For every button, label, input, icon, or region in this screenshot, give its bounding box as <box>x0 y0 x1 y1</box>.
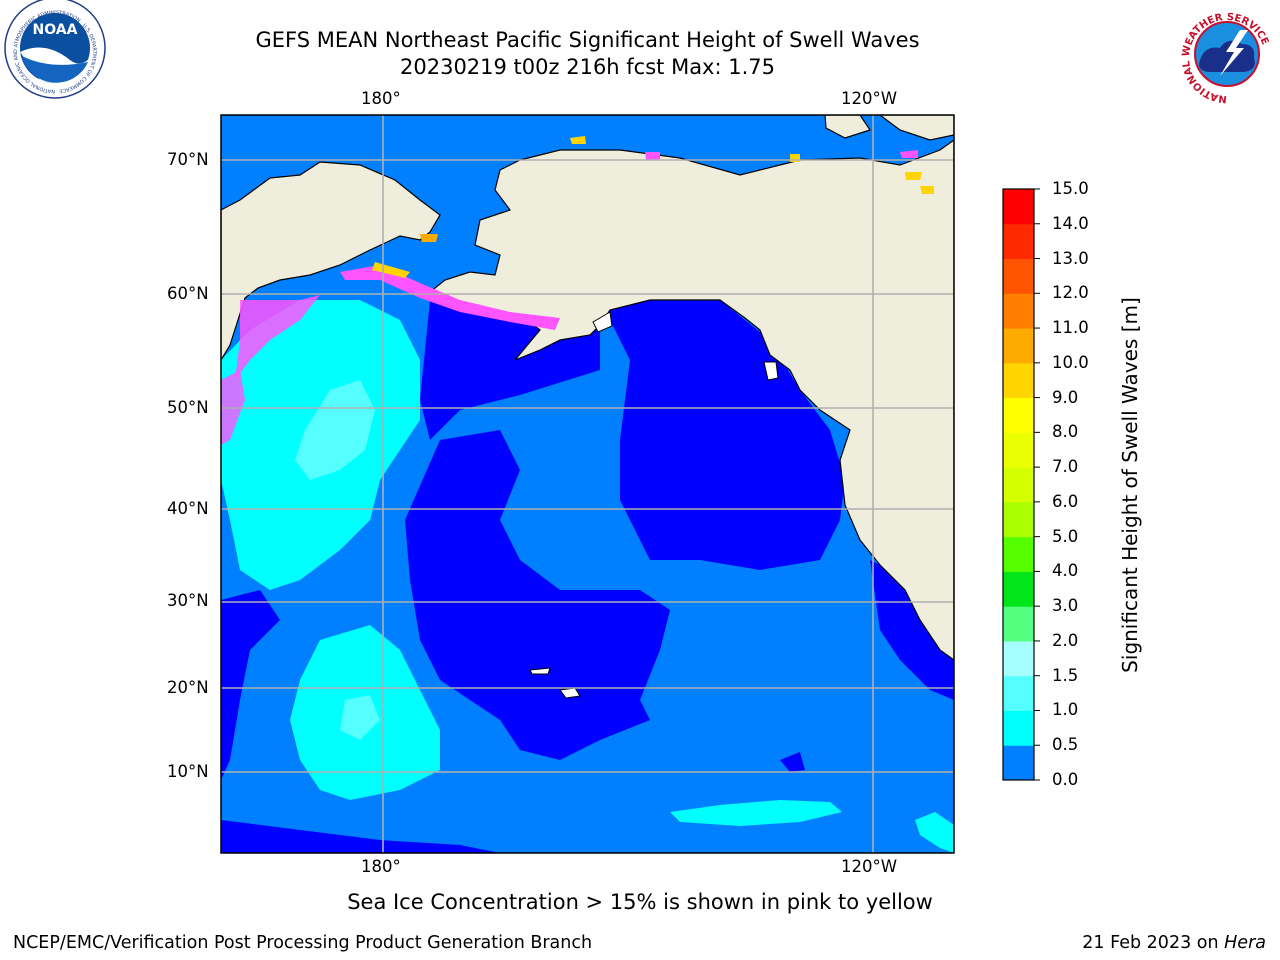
colorbar-segment <box>1003 640 1034 677</box>
colorbar-tick-label: 7.0 <box>1052 457 1079 477</box>
colorbar-tick-label: 11.0 <box>1052 318 1089 338</box>
colorbar-segment <box>1003 189 1034 225</box>
colorbar-tick-label: 15.0 <box>1052 179 1089 198</box>
lat-label-10n: 10°N <box>167 762 209 781</box>
colorbar <box>1002 188 1040 781</box>
lon-label-bottom-120w: 120°W <box>841 857 898 876</box>
colorbar-tick-label: 0.0 <box>1052 770 1079 789</box>
swell-low-regions <box>221 300 954 853</box>
nws-logo: NATIONAL WEATHER SERVICE <box>1179 6 1275 104</box>
page-title: GEFS MEAN Northeast Pacific Significant … <box>255 28 920 52</box>
colorbar-tick-label: 14.0 <box>1052 213 1089 233</box>
noaa-logo: NOAA NATIONAL OCEANIC AND ATMOSPHERIC AD… <box>4 0 106 99</box>
colorbar-tick-label: 13.0 <box>1052 248 1089 268</box>
colorbar-segment <box>1003 362 1034 399</box>
colorbar-segment <box>1003 328 1034 364</box>
lat-label-50n: 50°N <box>167 398 209 417</box>
credit-date: 21 Feb 2023 on Hera <box>1082 933 1266 953</box>
colorbar-segment <box>1003 258 1034 294</box>
colorbar-tick-label: 3.0 <box>1052 596 1079 616</box>
colorbar-tick-label: 8.0 <box>1052 422 1079 442</box>
colorbar-segment <box>1003 606 1034 642</box>
lat-label-40n: 40°N <box>167 499 209 518</box>
credit-date-text: 21 Feb 2023 on <box>1082 933 1225 953</box>
colorbar-segment <box>1003 293 1034 329</box>
colorbar-tick-label: 10.0 <box>1052 352 1089 372</box>
colorbar-segment <box>1003 675 1034 711</box>
colorbar-tick-label: 1.0 <box>1052 700 1079 720</box>
colorbar-tick-label: 12.0 <box>1052 283 1089 303</box>
lon-label-top-180: 180° <box>361 89 401 108</box>
colorbar-segment <box>1003 571 1034 607</box>
colorbar-tick-label: 0.5 <box>1052 735 1079 755</box>
lon-label-top-120w: 120°W <box>841 89 898 108</box>
lat-label-20n: 20°N <box>167 678 209 697</box>
noaa-logo-text: NOAA <box>33 22 78 38</box>
credit-machine: Hera <box>1224 933 1266 953</box>
colorbar-tick-label: 4.0 <box>1052 561 1079 581</box>
colorbar-segment <box>1003 432 1034 468</box>
colorbar-segment <box>1003 467 1034 503</box>
sea-ice-note: Sea Ice Concentration > 15% is shown in … <box>347 890 933 914</box>
map-panel <box>221 115 954 853</box>
colorbar-tick-label: 5.0 <box>1052 526 1079 546</box>
colorbar-segment <box>1003 501 1034 538</box>
islands <box>529 311 779 699</box>
swell-peak-regions <box>295 380 380 740</box>
lon-label-bottom-180: 180° <box>361 857 401 876</box>
colorbar-tick-label: 6.0 <box>1052 491 1079 511</box>
colorbar-segment <box>1003 710 1034 746</box>
map-frame <box>220 114 955 854</box>
lat-label-30n: 30°N <box>167 591 209 610</box>
colorbar-tick-label: 2.0 <box>1052 630 1079 650</box>
colorbar-tick-label: 1.5 <box>1052 665 1079 685</box>
colorbar-segment <box>1003 223 1034 260</box>
graticule <box>221 115 954 853</box>
colorbar-segment <box>1003 536 1034 572</box>
colorbar-label: Significant Height of Swell Waves [m] <box>1118 297 1142 673</box>
land-north-america <box>428 115 954 661</box>
colorbar-segment <box>1003 397 1034 433</box>
credit-branch: NCEP/EMC/Verification Post Processing Pr… <box>13 933 593 953</box>
lat-label-70n: 70°N <box>167 150 209 169</box>
colorbar-tick-label: 9.0 <box>1052 387 1079 407</box>
colorbar-segment <box>1003 745 1034 781</box>
lat-label-60n: 60°N <box>167 284 209 303</box>
forecast-subtitle: 20230219 t00z 216h fcst Max: 1.75 <box>400 55 775 79</box>
